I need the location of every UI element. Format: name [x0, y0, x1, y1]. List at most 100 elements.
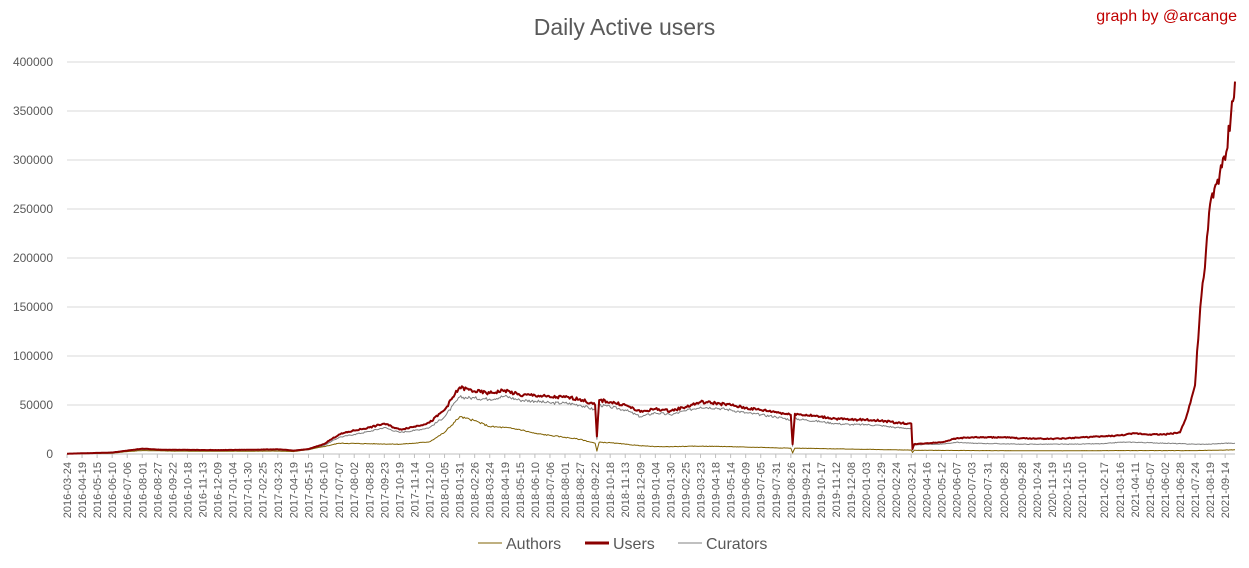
x-tick-label: 2020-05-12 [936, 462, 948, 518]
x-tick-label: 2017-02-25 [258, 462, 270, 518]
legend-label: Authors [506, 536, 561, 553]
x-tick-label: 2020-09-28 [1017, 462, 1029, 518]
x-tick-label: 2016-07-06 [122, 462, 134, 518]
x-tick-label: 2017-04-19 [288, 462, 300, 518]
x-tick-label: 2019-08-26 [786, 462, 798, 518]
x-tick-label: 2020-11-19 [1047, 462, 1059, 517]
x-tick-label: 2021-06-28 [1175, 462, 1187, 518]
series-line-authors [67, 416, 1235, 455]
x-tick-label: 2017-06-10 [319, 462, 331, 518]
x-tick-label: 2017-01-04 [228, 462, 240, 518]
x-tick-label: 2021-07-24 [1190, 462, 1202, 518]
x-tick-label: 2020-02-24 [891, 462, 903, 518]
x-tick-label: 2018-03-24 [485, 462, 497, 518]
x-tick-label: 2016-10-18 [182, 462, 194, 518]
x-tick-label: 2020-07-03 [967, 462, 979, 518]
chart-title: Daily Active users [533, 14, 716, 40]
x-tick-label: 2017-12-10 [425, 462, 437, 518]
x-tick-label: 2020-10-24 [1032, 462, 1044, 518]
x-tick-label: 2017-03-23 [273, 462, 285, 518]
x-tick-label: 2019-01-30 [665, 462, 677, 518]
x-tick-label: 2019-01-04 [650, 462, 662, 518]
x-tick-label: 2021-09-14 [1220, 462, 1232, 518]
x-tick-label: 2019-03-23 [696, 462, 708, 518]
x-tick-label: 2020-08-28 [999, 462, 1011, 518]
x-tick-label: 2019-05-14 [726, 462, 738, 518]
y-tick-label: 300000 [13, 153, 53, 167]
x-tick-label: 2017-08-28 [364, 462, 376, 518]
legend-item-users: Users [585, 536, 655, 553]
x-tick-label: 2020-12-15 [1062, 462, 1074, 518]
x-tick-label: 2021-02-17 [1099, 462, 1111, 518]
x-tick-label: 2018-09-22 [590, 462, 602, 518]
x-tick-label: 2016-09-22 [167, 462, 179, 518]
x-tick-label: 2018-02-26 [470, 462, 482, 518]
y-tick-label: 50000 [20, 398, 54, 412]
y-axis: 0 50000 100000 150000 200000 250000 300000 3500… [13, 55, 53, 461]
x-tick-label: 2016-03-24 [62, 462, 74, 518]
x-tick-label: 2016-06-10 [107, 462, 119, 518]
x-tick-label: 2017-09-23 [379, 462, 391, 518]
x-tick-label: 2017-08-02 [349, 462, 361, 518]
legend-label: Users [613, 536, 655, 553]
x-tick-label: 2017-01-30 [243, 462, 255, 518]
legend: Authors Users Curators [478, 536, 767, 553]
x-tick-label: 2018-11-13 [620, 462, 632, 517]
legend-item-authors: Authors [478, 536, 561, 553]
y-tick-label: 150000 [13, 300, 53, 314]
x-tick-label: 2021-08-19 [1205, 462, 1217, 518]
x-tick-label: 2018-10-18 [605, 462, 617, 518]
x-tick-label: 2016-04-19 [77, 462, 89, 518]
x-tick-label: 2019-10-17 [816, 462, 828, 518]
x-tick-label: 2020-01-03 [861, 462, 873, 518]
legend-label: Curators [706, 536, 767, 553]
legend-item-curators: Curators [678, 536, 767, 553]
x-tick-label: 2018-01-31 [455, 462, 467, 518]
x-tick-label: 2017-10-19 [394, 462, 406, 518]
x-tick-label: 2019-07-31 [771, 462, 783, 518]
grid-lines [67, 61, 1235, 455]
y-tick-label: 250000 [13, 202, 53, 216]
x-tick-label: 2019-02-25 [680, 462, 692, 518]
x-tick-label: 2017-05-15 [303, 462, 315, 518]
y-tick-label: 400000 [13, 55, 53, 69]
x-tick-label: 2019-06-09 [741, 462, 753, 518]
x-tick-label: 2016-12-09 [213, 462, 225, 518]
x-tick-label: 2016-08-01 [137, 462, 149, 518]
x-tick-label: 2018-01-05 [440, 462, 452, 518]
chart-credit: graph by @arcange [1096, 8, 1237, 25]
x-tick-label: 2018-06-10 [530, 462, 542, 518]
x-tick-label: 2020-07-31 [983, 462, 995, 518]
x-tick-label: 2018-05-15 [515, 462, 527, 518]
x-tick-label: 2019-11-12 [831, 462, 843, 517]
x-tick-label: 2020-03-21 [906, 462, 918, 518]
series-line-curators [66, 394, 1236, 455]
x-tick-label: 2018-04-19 [500, 462, 512, 518]
x-tick-label: 2016-08-27 [152, 462, 164, 518]
series-line-users [67, 81, 1236, 455]
x-tick-label: 2018-12-09 [635, 462, 647, 518]
x-tick-label: 2021-04-11 [1130, 462, 1142, 517]
x-tick-label: 2020-06-07 [951, 462, 963, 518]
x-tick-label: 2016-11-13 [198, 462, 210, 517]
y-tick-label: 200000 [13, 251, 53, 265]
x-tick-label: 2021-05-07 [1145, 462, 1157, 518]
x-tick-label: 2019-12-08 [846, 462, 858, 518]
x-tick-label: 2017-07-07 [334, 462, 346, 518]
x-tick-label: 2020-04-16 [921, 462, 933, 518]
x-tick-label: 2016-05-15 [92, 462, 104, 518]
x-tick-label: 2017-11-14 [409, 462, 421, 517]
y-tick-label: 100000 [13, 349, 53, 363]
x-tick-label: 2018-08-27 [575, 462, 587, 518]
x-tick-label: 2019-09-21 [801, 462, 813, 518]
x-tick-label: 2019-07-05 [756, 462, 768, 518]
y-tick-label: 350000 [13, 104, 53, 118]
y-tick-label: 0 [46, 447, 53, 461]
x-axis: 2016-03-24 2016-04-19 2016-05-15 2016-06-10… [62, 454, 1232, 518]
x-tick-label: 2021-03-16 [1115, 462, 1127, 518]
x-tick-label: 2018-08-01 [560, 462, 572, 518]
x-tick-label: 2020-01-29 [876, 462, 888, 518]
x-tick-label: 2019-04-18 [711, 462, 723, 518]
